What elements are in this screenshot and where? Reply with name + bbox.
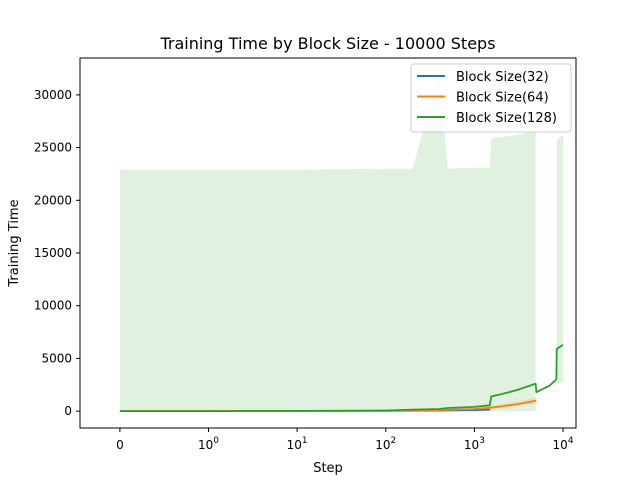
x-tick-label: 0 [116,438,124,452]
y-axis-label: Training Time [7,199,22,287]
y-tick-label: 20000 [34,193,72,207]
y-tick-label: 0 [64,404,72,418]
legend-label-3: Block Size(128) [456,111,557,126]
legend: Block Size(32) Block Size(64) Block Size(1… [410,63,572,133]
legend-items: Block Size(32) Block Size(64) Block Size(1… [417,70,557,126]
legend-frame [410,63,572,133]
series-line-3 [119,343,564,413]
y-tick-label: 25000 [34,141,72,155]
x-tick-label: 100 [198,436,219,452]
axes-frame [79,57,577,429]
series-lines [119,343,564,413]
confidence-bands [119,73,563,412]
legend-label-1: Block Size(32) [456,70,549,85]
confidence-band-3-segment-2 [556,135,563,385]
legend-label-2: Block Size(64) [456,91,549,106]
x-tick-label: 102 [375,436,396,452]
y-axis-ticks: 0 5000 10000 15000 20000 25000 30000 [34,88,80,418]
confidence-band-3-segment-1 [119,73,536,412]
chart-title: Training Time by Block Size - 10000 Step… [159,34,495,53]
x-tick-label: 101 [287,436,308,452]
x-tick-label: 103 [464,436,485,452]
y-tick-label: 30000 [34,88,72,102]
y-tick-label: 5000 [41,351,72,365]
x-axis-label: Step [313,461,343,476]
y-tick-label: 15000 [34,246,72,260]
y-tick-label: 10000 [34,299,72,313]
x-tick-label: 104 [553,436,574,452]
x-axis-ticks: 0 100 101 102 103 104 [116,428,574,452]
